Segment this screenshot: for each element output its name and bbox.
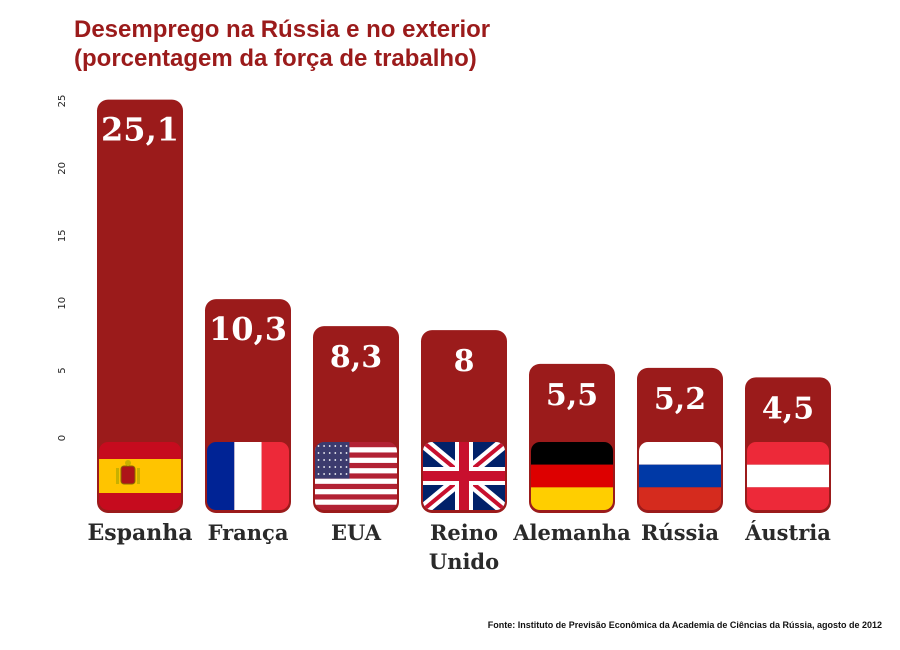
y-tick-label: 5 — [57, 367, 68, 373]
source-note: Fonte: Instituto de Previsão Econômica d… — [488, 620, 882, 630]
category-label-alemanha: Alemanha — [512, 520, 631, 545]
value-label-russia: 5,2 — [654, 382, 706, 417]
y-tick-label: 10 — [57, 297, 68, 310]
category-label-russia: Rússia — [641, 520, 719, 545]
bar-group-espanha: 25,1 Espanha — [87, 99, 193, 546]
austria-flag-icon — [747, 442, 829, 510]
chart-title-line-2: (porcentagem da força de trabalho) — [74, 45, 477, 72]
value-label-reino-unido: 8 — [454, 344, 475, 379]
y-tick-label: 20 — [57, 162, 68, 175]
bar-group-eua: 8,3 EUA — [313, 326, 399, 545]
y-tick-label: 25 — [57, 95, 68, 108]
value-label-espanha: 25,1 — [101, 111, 179, 149]
y-axis: 0 5 10 15 20 25 — [57, 95, 68, 442]
bars: 25,1 Espanha 10,3 França 8,3 EUA 8 Reino Unido 5,… — [87, 99, 831, 574]
category-label-espanha: Espanha — [87, 520, 192, 546]
category-label-eua: EUA — [331, 520, 382, 545]
bar-group-franca: 10,3 França — [205, 299, 291, 545]
bar-espanha — [97, 99, 183, 513]
usa-flag-icon — [315, 442, 397, 510]
germany-flag-icon — [531, 442, 613, 510]
bar-group-reino-unido: 8 Reino Unido — [421, 330, 507, 574]
category-label-reino-unido-line-1: Reino — [430, 520, 498, 545]
value-label-franca: 10,3 — [209, 310, 287, 348]
y-tick-label: 15 — [57, 229, 68, 242]
value-label-alemanha: 5,5 — [546, 378, 598, 413]
bar-group-russia: 5,2 Rússia — [637, 367, 723, 545]
france-flag-icon — [207, 442, 289, 510]
chart-title-line-1: Desemprego na Rússia e no exterior — [74, 16, 490, 43]
bar-group-alemanha: 5,5 Alemanha — [512, 363, 631, 545]
y-tick-label: 0 — [57, 435, 68, 441]
value-label-eua: 8,3 — [330, 340, 382, 375]
uk-flag-icon — [423, 442, 505, 510]
russia-flag-icon — [639, 442, 721, 510]
category-label-reino-unido-line-2: Unido — [429, 549, 499, 574]
bar-group-austria: 4,5 Áustria — [744, 377, 831, 545]
spain-flag-icon — [99, 442, 181, 510]
category-label-franca: França — [208, 520, 289, 545]
category-label-austria: Áustria — [744, 520, 831, 545]
value-label-austria: 4,5 — [762, 391, 814, 426]
